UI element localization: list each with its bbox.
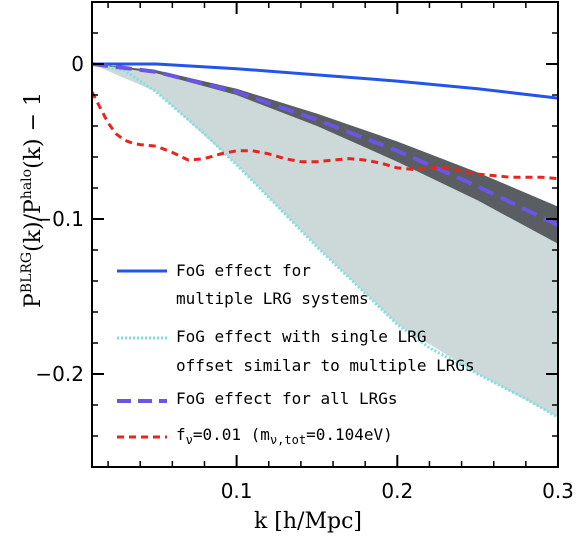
x-tick-label: 0.2 [381,479,413,503]
y-tick-label: −0.2 [35,362,84,386]
x-axis-title: k [h/Mpc] [254,509,362,534]
series-line-single-lrg [92,62,558,419]
y-tick-label: 0 [71,52,84,76]
y-axis-title-mid: (k)/P [21,199,46,252]
x-tick-label: 0.3 [542,479,574,503]
legend-label-neutrino: fν=0.01 (mν,tot=0.104eV) [176,425,393,447]
y-axis-title-p1: P [21,293,46,308]
svg-text:PBLRG(k)/Phalo(k) − 1: PBLRG(k)/Phalo(k) − 1 [19,92,46,308]
legend: FoG effect for multiple LRG systems FoG … [117,261,475,447]
series-line-neutrino [92,91,558,181]
legend-label-multiple-line1: FoG effect for [176,261,311,280]
series-line-multiple-lrg [92,62,558,100]
y-axis-title-end: (k) − 1 [21,92,46,169]
y-axis-title-sup1: BLRG [19,252,35,293]
legend-label-all: FoG effect for all LRGs [176,389,398,408]
y-axis-title: PBLRG(k)/Phalo(k) − 1 [19,92,46,308]
band-single-lrg [92,64,558,418]
x-tick-label: 0.1 [221,479,253,503]
plot-frame [91,1,559,468]
y-tick-label: −0.1 [35,207,84,231]
legend-label-single-line1: FoG effect with single LRG [176,327,426,346]
bands-layer [92,64,558,418]
legend-label-single-line2: offset similar to multiple LRGs [176,356,475,375]
series-layer [92,62,558,419]
legend-label-multiple-line2: multiple LRG systems [176,289,369,308]
y-axis-title-sup2: halo [19,169,35,199]
